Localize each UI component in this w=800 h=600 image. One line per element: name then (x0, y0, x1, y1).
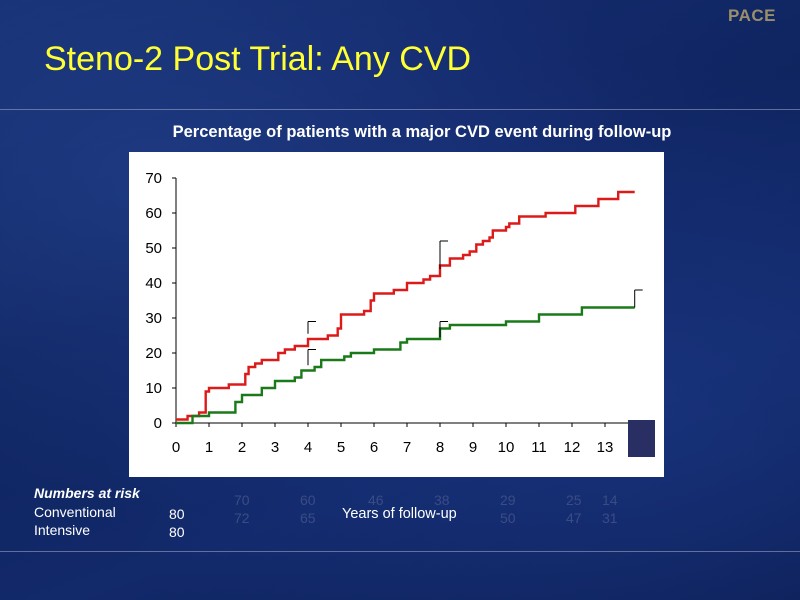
series-line-1 (176, 306, 635, 425)
title-divider (0, 109, 800, 110)
legend-box (628, 420, 655, 457)
y-tick-label: 10 (145, 380, 162, 397)
chart-title: Percentage of patients with a major CVD … (172, 123, 672, 141)
y-tick-label: 20 (145, 345, 162, 362)
x-tick-label: 12 (564, 439, 581, 456)
risk-value: 38 (434, 492, 450, 508)
y-tick-label: 0 (154, 415, 162, 432)
x-tick-label: 7 (403, 439, 411, 456)
footer-divider (0, 551, 800, 552)
x-tick-label: 3 (271, 439, 279, 456)
x-tick-label: 8 (436, 439, 444, 456)
risk-value: 29 (500, 492, 516, 508)
risk-value: 14 (602, 492, 618, 508)
x-tick-label: 13 (597, 439, 614, 456)
series-line-0 (176, 190, 635, 421)
x-tick-label: 5 (337, 439, 345, 456)
risk-first-conventional: 80 (169, 506, 185, 522)
risk-value: 65 (300, 510, 316, 526)
risk-row-label-conventional: Conventional (34, 504, 116, 520)
y-tick-label: 40 (145, 275, 162, 292)
x-tick-label: 6 (370, 439, 378, 456)
risk-table-heading: Numbers at risk (34, 485, 140, 501)
brand-logo-text: PACE (728, 6, 776, 25)
x-tick-label: 2 (238, 439, 246, 456)
x-tick-label: 0 (172, 439, 180, 456)
x-tick-label: 4 (304, 439, 312, 456)
y-tick-label: 60 (145, 205, 162, 222)
chart-panel: 0 10 20 30 40 50 60 70 0 1 2 3 4 5 6 7 8 9 10 11 12 13 (129, 152, 664, 477)
risk-value: 47 (566, 510, 582, 526)
x-tick-label: 1 (205, 439, 213, 456)
risk-row-label-intensive: Intensive (34, 522, 91, 538)
slide-title: Steno-2 Post Trial: Any CVD (44, 40, 472, 78)
risk-first-intensive: 80 (169, 524, 185, 540)
y-tick-label: 50 (145, 240, 162, 257)
y-tick-label: 30 (145, 310, 162, 327)
risk-value: 72 (234, 510, 250, 526)
x-tick-label: 11 (531, 439, 547, 456)
risk-value: 60 (300, 492, 316, 508)
risk-value: 31 (602, 510, 618, 526)
risk-value: 50 (500, 510, 516, 526)
x-axis-label: Years of follow-up (342, 506, 457, 522)
risk-value: 25 (566, 492, 582, 508)
x-tick-label: 10 (498, 439, 515, 456)
x-tick-label: 9 (469, 439, 477, 456)
y-tick-label: 70 (145, 170, 162, 187)
risk-value: 70 (234, 492, 250, 508)
risk-value: 46 (368, 492, 384, 508)
